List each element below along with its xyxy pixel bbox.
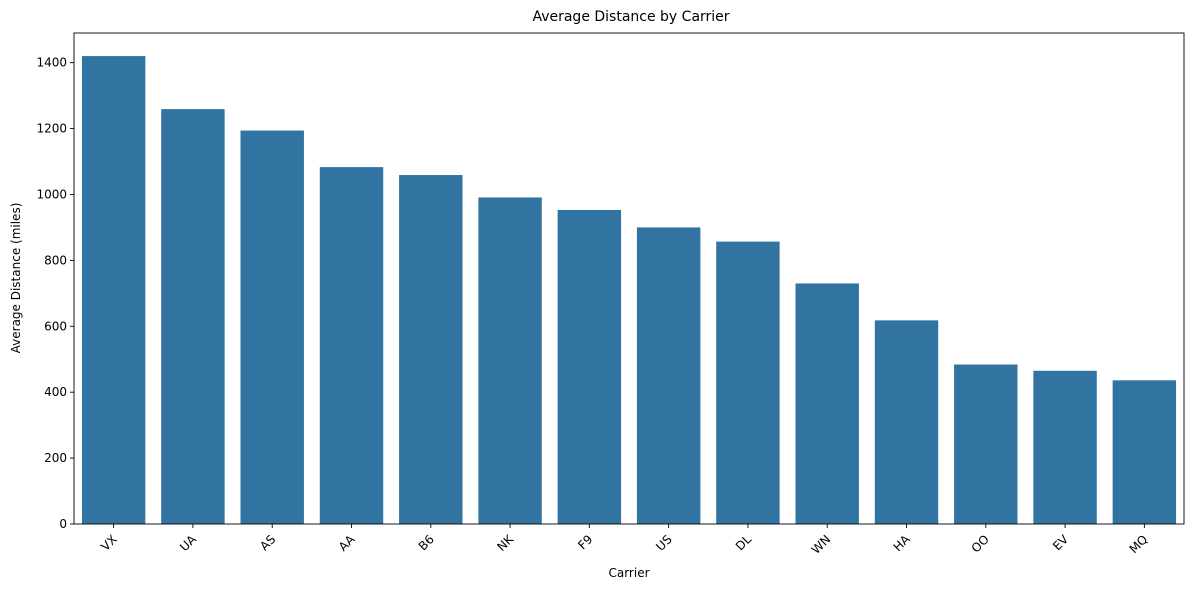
x-tick-label: WN (809, 532, 834, 557)
x-tick-label: EV (1050, 532, 1072, 554)
chart-title: Average Distance by Carrier (532, 9, 729, 25)
x-tick-label: B6 (416, 532, 437, 553)
x-tick-label: AA (336, 532, 358, 554)
x-axis: VX UA AS AA B6 NK F9 US DL WN HA OO EV MQ (98, 524, 1150, 557)
bar-dl (716, 241, 780, 524)
bar-wn (795, 283, 859, 524)
bar-vx (81, 56, 146, 524)
x-tick-label: F9 (575, 532, 595, 552)
bar-f9 (557, 209, 622, 524)
y-tick-label: 1200 (36, 122, 67, 136)
x-tick-label: OO (969, 532, 992, 555)
x-tick-label: HA (891, 532, 914, 555)
bar-oo (954, 364, 1018, 524)
bar-us (636, 227, 701, 525)
x-tick-label: DL (733, 532, 754, 553)
bars-group (81, 56, 1177, 525)
bar-ua (161, 109, 225, 525)
bar-aa (319, 167, 384, 524)
x-tick-label: NK (494, 531, 517, 554)
y-tick-label: 400 (44, 385, 67, 399)
bar-b6 (399, 175, 463, 524)
bar-mq (1112, 380, 1177, 524)
x-tick-label: UA (177, 532, 199, 554)
y-axis-title: Average Distance (miles) (9, 203, 23, 354)
x-tick-label: MQ (1127, 532, 1151, 556)
bar-ha (874, 320, 939, 524)
bar-nk (478, 197, 542, 524)
y-axis: 0 200 400 600 800 1000 1200 1400 (36, 56, 74, 531)
bar-ev (1033, 370, 1097, 524)
x-tick-label: US (653, 532, 675, 554)
y-tick-label: 0 (59, 517, 67, 531)
y-tick-label: 1000 (36, 187, 67, 201)
y-tick-label: 600 (44, 319, 67, 333)
plot-frame (73, 32, 1185, 525)
y-tick-label: 200 (44, 451, 67, 465)
x-tick-label: VX (98, 532, 120, 554)
y-tick-label: 800 (44, 253, 67, 267)
y-tick-label: 1400 (36, 56, 67, 70)
x-axis-title: Carrier (608, 566, 649, 580)
x-tick-label: AS (257, 532, 278, 553)
bar-as (240, 130, 304, 525)
